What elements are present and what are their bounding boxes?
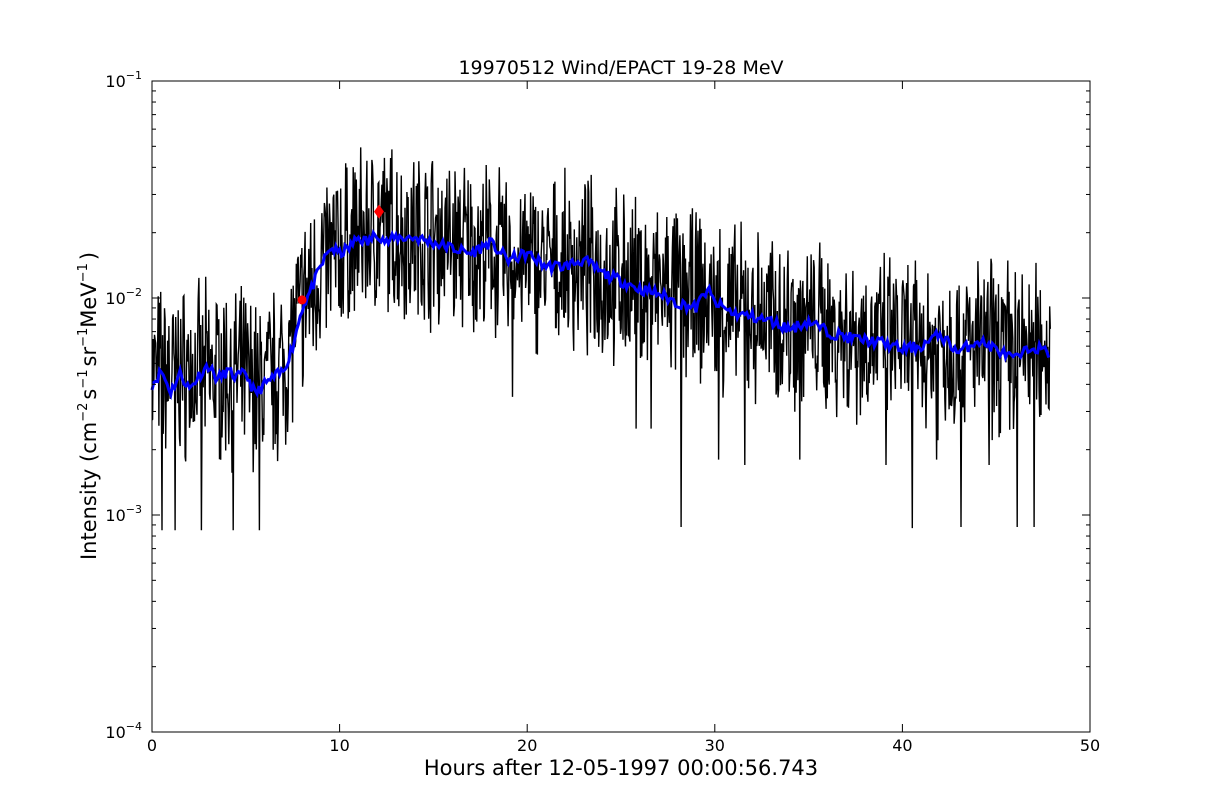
y-axis-label: Intensity (cm−2s−1sr−1MeV−1) xyxy=(76,252,101,560)
data-layer xyxy=(150,147,1051,531)
x-tick-label: 30 xyxy=(705,736,725,755)
x-axis-label: Hours after 12-05-1997 00:00:56.743 xyxy=(424,756,818,780)
plot-area xyxy=(152,81,1090,732)
y-tick-label: 10−2 xyxy=(105,286,142,308)
onset-marker xyxy=(297,295,307,305)
plot-frame xyxy=(151,80,1091,733)
x-tick-label: 50 xyxy=(1080,736,1100,755)
x-tick-label: 0 xyxy=(147,736,157,755)
x-tick-label: 20 xyxy=(517,736,537,755)
ticks-layer: 0 10 20 30 40 50 10−4 10−3 10−2 10−1 xyxy=(105,69,1100,755)
y-tick-label: 10−4 xyxy=(105,720,142,742)
smoothed-intensity-line xyxy=(150,228,1051,401)
raw-intensity-line xyxy=(151,147,1051,531)
peak-marker xyxy=(373,204,384,219)
y-tick-label: 10−3 xyxy=(105,503,142,525)
x-tick-label: 10 xyxy=(329,736,349,755)
y-tick-label: 10−1 xyxy=(105,69,142,91)
chart-title: 19970512 Wind/EPACT 19-28 MeV xyxy=(458,57,783,79)
x-tick-label: 40 xyxy=(892,736,912,755)
